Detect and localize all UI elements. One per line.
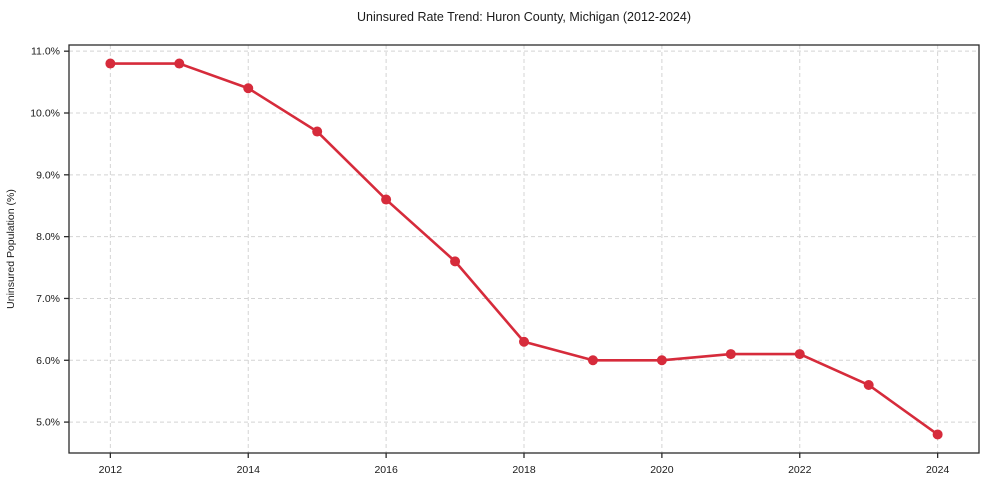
data-point [105, 58, 116, 69]
data-series [105, 58, 943, 440]
y-tick-label: 7.0% [36, 293, 60, 305]
y-axis-label: Uninsured Population (%) [5, 189, 17, 309]
y-tick-label: 6.0% [36, 355, 60, 367]
data-point [587, 355, 598, 366]
x-tick-label: 2020 [650, 464, 674, 476]
data-point [656, 355, 667, 366]
y-tick-label: 5.0% [36, 417, 60, 429]
x-tick-label: 2024 [926, 464, 950, 476]
data-point [725, 349, 736, 360]
x-tick-label: 2022 [788, 464, 812, 476]
chart-title: Uninsured Rate Trend: Huron County, Mich… [357, 10, 691, 24]
x-tick-label: 2016 [374, 464, 398, 476]
x-tick-label: 2012 [99, 464, 123, 476]
data-point [863, 380, 874, 390]
x-tick-label: 2014 [237, 464, 261, 476]
y-tick-label: 9.0% [36, 169, 60, 181]
gridlines [69, 45, 979, 453]
x-tick-label: 2018 [512, 464, 536, 476]
data-point [312, 126, 323, 137]
y-tick-label: 8.0% [36, 231, 60, 243]
data-point [174, 58, 185, 69]
data-point [450, 256, 461, 267]
data-point [243, 83, 254, 94]
axes-frame [64, 44, 980, 458]
y-tick-label: 11.0% [31, 46, 60, 58]
data-point [519, 336, 529, 347]
data-point [794, 349, 805, 360]
tick-labels: 5.0% 6.0% 7.0% 8.0% 9.0% 10.0% 11.0% 2012 2014 20… [30, 46, 949, 476]
data-point [932, 429, 943, 440]
y-tick-label: 10.0% [30, 108, 60, 120]
data-point [381, 194, 392, 205]
